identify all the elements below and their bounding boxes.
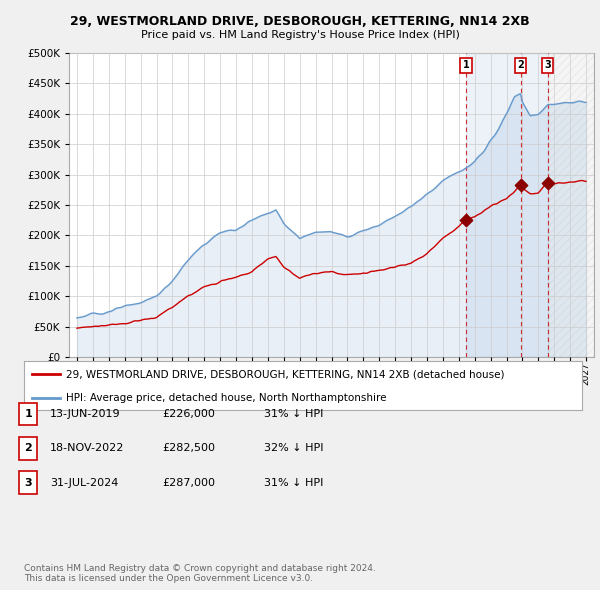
- Text: 31% ↓ HPI: 31% ↓ HPI: [264, 478, 323, 487]
- Text: 13-JUN-2019: 13-JUN-2019: [50, 409, 121, 419]
- Text: Contains HM Land Registry data © Crown copyright and database right 2024.
This d: Contains HM Land Registry data © Crown c…: [24, 563, 376, 583]
- Text: 29, WESTMORLAND DRIVE, DESBOROUGH, KETTERING, NN14 2XB: 29, WESTMORLAND DRIVE, DESBOROUGH, KETTE…: [70, 15, 530, 28]
- Text: Price paid vs. HM Land Registry's House Price Index (HPI): Price paid vs. HM Land Registry's House …: [140, 30, 460, 40]
- Text: 3: 3: [544, 60, 551, 70]
- Text: 3: 3: [25, 478, 32, 487]
- Text: £226,000: £226,000: [162, 409, 215, 419]
- Text: 1: 1: [25, 409, 32, 419]
- Text: 2: 2: [25, 444, 32, 453]
- Text: 1: 1: [463, 60, 469, 70]
- Text: 2: 2: [517, 60, 524, 70]
- Text: 32% ↓ HPI: 32% ↓ HPI: [264, 444, 323, 453]
- Point: [543, 178, 553, 187]
- Text: £282,500: £282,500: [162, 444, 215, 453]
- Bar: [548, 53, 594, 357]
- Point: [516, 181, 526, 190]
- Text: 31% ↓ HPI: 31% ↓ HPI: [264, 409, 323, 419]
- Text: £287,000: £287,000: [162, 478, 215, 487]
- Text: 29, WESTMORLAND DRIVE, DESBOROUGH, KETTERING, NN14 2XB (detached house): 29, WESTMORLAND DRIVE, DESBOROUGH, KETTE…: [66, 369, 505, 379]
- Bar: [466, 53, 548, 357]
- Text: 18-NOV-2022: 18-NOV-2022: [50, 444, 124, 453]
- Point: [461, 215, 471, 224]
- Text: HPI: Average price, detached house, North Northamptonshire: HPI: Average price, detached house, Nort…: [66, 393, 386, 403]
- Text: 31-JUL-2024: 31-JUL-2024: [50, 478, 118, 487]
